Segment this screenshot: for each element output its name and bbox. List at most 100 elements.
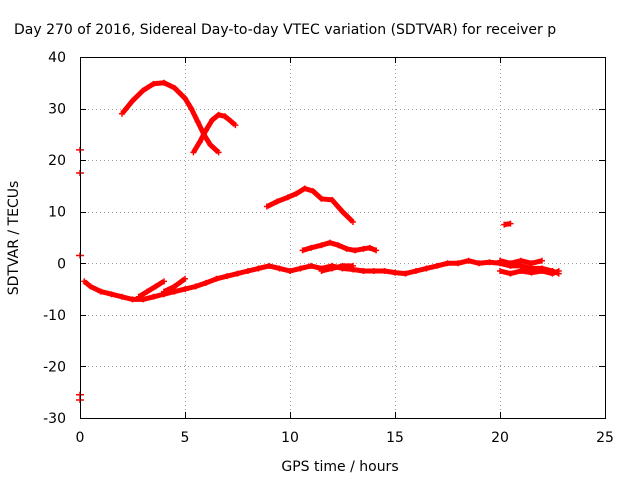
data-point [182,275,188,282]
data-point [161,79,167,86]
data-point [310,188,317,195]
data-point [413,268,419,275]
data-point [299,247,306,254]
data-point [352,247,359,254]
data-point [266,262,272,269]
data-point [182,286,188,293]
series-arc-2 [191,112,238,154]
data-point [215,111,222,118]
data-point [232,122,239,129]
data-point [360,245,367,252]
data-point [339,208,346,215]
y-tick-label: 10 [48,205,66,221]
data-point [194,118,201,125]
data-point [350,219,356,226]
data-point [350,262,356,269]
data-point [284,194,291,201]
y-axis-label: SDTVAR / TECUs [6,181,22,296]
data-point [507,260,514,267]
data-point [528,260,535,267]
data-point [224,273,230,280]
data-point [182,95,188,102]
data-point [207,141,214,148]
series-group [76,79,562,403]
data-point [476,260,482,267]
data-point [486,259,493,266]
y-tick-label: 0 [57,256,66,272]
x-tick-label: 15 [386,430,404,446]
data-point [528,269,535,276]
data-point [108,291,115,298]
data-point [335,242,342,249]
data-point [192,283,199,290]
data-point [329,196,335,203]
chart-title: Day 270 of 2016, Sidereal Day-to-day VTE… [14,22,556,38]
data-point [140,87,146,94]
data-point [366,244,373,251]
data-point [497,257,503,264]
data-point [423,265,430,272]
y-tick-label: 20 [48,153,66,169]
y-tick-label: -30 [43,411,66,427]
x-tick-label: 20 [491,430,509,446]
data-point [196,139,203,146]
data-point [373,247,380,254]
data-point [308,244,314,251]
data-point [360,268,367,275]
data-point [255,265,262,272]
data-point [318,195,325,202]
data-point [190,149,197,156]
data-point [371,268,377,275]
data-point [150,80,157,87]
data-point [301,185,308,192]
data-point [171,84,178,91]
data-point [234,270,241,277]
data-point [161,278,167,285]
data-point [308,262,314,269]
data-point [188,105,195,112]
data-point [518,257,524,264]
data-point [119,110,125,117]
y-tick-label: -10 [43,308,66,324]
data-point [152,283,159,290]
data-point [245,268,251,275]
data-point [274,198,281,205]
data-point [549,270,556,277]
series-arc-1 [120,80,221,155]
series-arc-7 [137,279,166,299]
data-point [434,262,440,269]
series-arc-9 [320,263,353,274]
data-point [203,279,209,286]
x-axis-label: GPS time / hours [281,459,398,475]
data-point [135,293,142,300]
data-point [318,268,325,275]
data-point [318,242,325,249]
data-point [497,268,503,275]
data-point [555,268,562,275]
grid [80,57,605,418]
data-point [213,275,220,282]
data-point [465,257,472,264]
data-point [209,116,216,123]
data-point [339,262,346,269]
data-point [161,288,167,295]
data-point [381,268,388,275]
data-point [276,265,283,272]
data-point [140,296,146,303]
data-point [215,149,222,156]
data-point [287,268,293,275]
data-point [81,278,88,285]
x-tick-label: 5 [181,430,190,446]
data-point [263,203,270,210]
data-point [119,293,125,300]
x-tick-label: 25 [596,430,614,446]
data-point [455,260,461,267]
data-point [518,268,524,275]
tick-labels: 0 5 10 15 20 25 -30 -20 -10 0 10 20 30 40 [43,50,614,446]
data-point [87,283,94,290]
data-point [297,265,304,272]
data-point [539,257,545,264]
y-tick-label: -20 [43,359,66,375]
data-point [507,270,514,277]
data-point [518,262,524,269]
